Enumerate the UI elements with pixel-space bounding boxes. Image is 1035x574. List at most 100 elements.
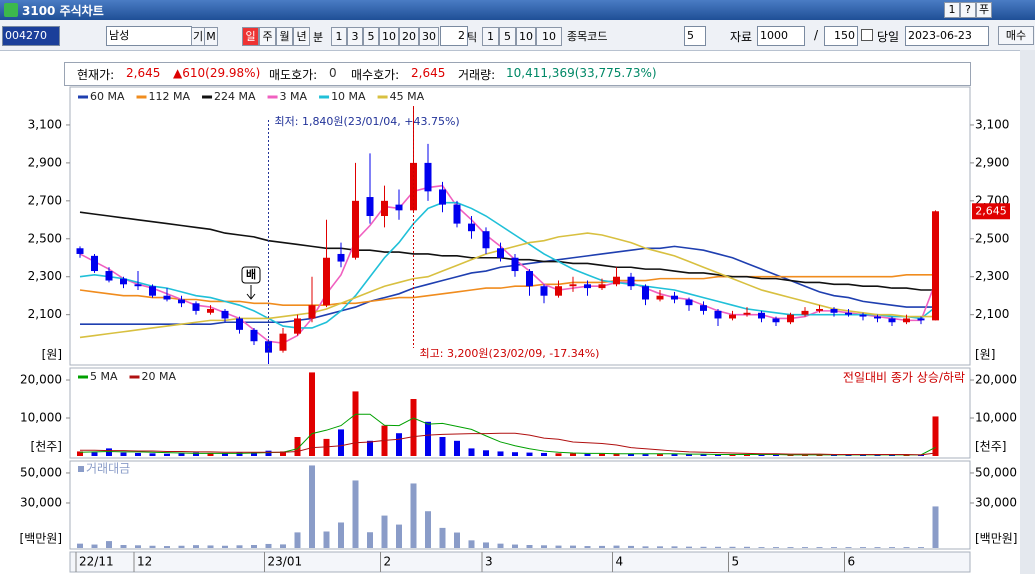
minute-button[interactable]: 1 xyxy=(331,27,347,46)
bar xyxy=(787,547,794,548)
bar xyxy=(831,547,837,548)
candle-body xyxy=(105,271,113,281)
bar xyxy=(439,527,446,548)
candle-body xyxy=(714,310,722,319)
candle-body xyxy=(178,299,185,304)
candle-body xyxy=(526,271,533,287)
bar xyxy=(816,454,823,456)
candle-body xyxy=(221,310,229,319)
toolbar: 004270 남성 기 M 일 주 월 년 분 1 3 5 10 20 30 2… xyxy=(0,20,1035,51)
bar xyxy=(265,543,272,548)
bar xyxy=(758,454,765,456)
tick-button[interactable]: 1 xyxy=(482,27,499,46)
bar xyxy=(309,372,315,456)
tick-button[interactable]: 10 xyxy=(536,27,562,46)
data-label: 자료 xyxy=(730,30,753,44)
date-input[interactable]: 2023-06-23 xyxy=(905,26,989,46)
bar xyxy=(323,438,330,456)
candle-body xyxy=(874,316,881,319)
candle-body xyxy=(801,310,809,315)
title-bar: 3100 주식차트 1 ? 푸 xyxy=(0,0,1035,20)
window-button[interactable]: 1 xyxy=(944,2,960,18)
candle-body xyxy=(381,200,388,217)
bar xyxy=(744,546,750,548)
candle-body xyxy=(627,276,635,287)
bar xyxy=(77,543,83,548)
minute-button[interactable]: 20 xyxy=(399,27,419,46)
code-input[interactable]: 004270 xyxy=(2,26,60,46)
bar xyxy=(526,452,533,456)
bar xyxy=(773,547,779,548)
candle-body xyxy=(366,197,374,217)
info-value: ▲610(29.98%) xyxy=(173,66,261,80)
bar xyxy=(294,437,301,456)
window-button[interactable]: ? xyxy=(960,2,976,18)
window-button[interactable]: 푸 xyxy=(976,2,992,18)
trade-button[interactable]: 매수 xyxy=(998,26,1034,45)
bar xyxy=(251,544,257,548)
candle-body xyxy=(337,253,345,262)
bar xyxy=(367,440,373,456)
bar xyxy=(787,454,794,456)
minute-button[interactable]: 30 xyxy=(419,27,439,46)
candle-body xyxy=(845,312,852,315)
slash: / xyxy=(814,28,819,42)
y2-tick-label: 10,000 xyxy=(975,411,1017,425)
info-label: 매수호가: xyxy=(351,68,400,82)
bar xyxy=(425,511,431,548)
name-input[interactable]: 남성 xyxy=(106,26,192,46)
minute-button[interactable]: 5 xyxy=(363,27,379,46)
bar xyxy=(802,547,808,548)
bar xyxy=(497,451,504,456)
candle-body xyxy=(903,318,910,323)
bar xyxy=(599,453,605,456)
minute-button[interactable]: 3 xyxy=(347,27,363,46)
period-button[interactable]: 주 xyxy=(259,27,276,46)
tick-button[interactable]: 5 xyxy=(499,27,516,46)
checkbox[interactable] xyxy=(861,29,873,41)
tick-input[interactable]: 2 xyxy=(440,26,468,46)
tick-button[interactable]: 10 xyxy=(516,27,536,46)
period-button[interactable]: 일 xyxy=(242,27,259,46)
minute-button[interactable]: 10 xyxy=(379,27,399,46)
y2-tick-label: 2,500 xyxy=(975,231,1009,245)
candle-body xyxy=(569,284,577,287)
x-tick-label: 4 xyxy=(616,555,624,569)
data-count[interactable]: 1000 xyxy=(757,26,805,46)
candle-body xyxy=(497,248,504,258)
today-label: 당일 xyxy=(877,30,900,44)
bar xyxy=(874,547,881,548)
button[interactable]: M xyxy=(204,27,218,46)
legend-note: 전일대비 종가 상승/하락 xyxy=(843,371,965,385)
x-tick-label: 23/01 xyxy=(268,555,303,569)
bar xyxy=(845,454,852,456)
bar xyxy=(120,544,127,548)
bar xyxy=(193,545,199,548)
ma-line xyxy=(79,211,936,291)
bar xyxy=(135,452,141,456)
bar xyxy=(628,453,634,456)
step-input[interactable]: 5 xyxy=(684,26,706,46)
bar xyxy=(135,545,141,548)
candle-body xyxy=(395,204,403,211)
ma-line xyxy=(79,184,937,344)
y2-tick-label: 3,100 xyxy=(975,117,1009,131)
button[interactable]: 기 xyxy=(191,27,205,46)
bar xyxy=(686,454,692,456)
bar xyxy=(120,452,127,456)
bar xyxy=(193,452,199,456)
bar xyxy=(251,452,257,456)
period-button[interactable]: 월 xyxy=(276,27,293,46)
candle-body xyxy=(192,303,200,311)
bar xyxy=(497,543,504,548)
candle-body xyxy=(613,276,620,285)
bar xyxy=(686,546,692,548)
view-count[interactable]: 150 xyxy=(824,26,858,46)
period-button[interactable]: 년 xyxy=(293,27,310,46)
candle-body xyxy=(700,305,707,311)
y-tick-label: 2,300 xyxy=(28,269,62,283)
ma-line xyxy=(80,432,936,456)
bar xyxy=(642,546,649,548)
candle-body xyxy=(352,200,359,258)
